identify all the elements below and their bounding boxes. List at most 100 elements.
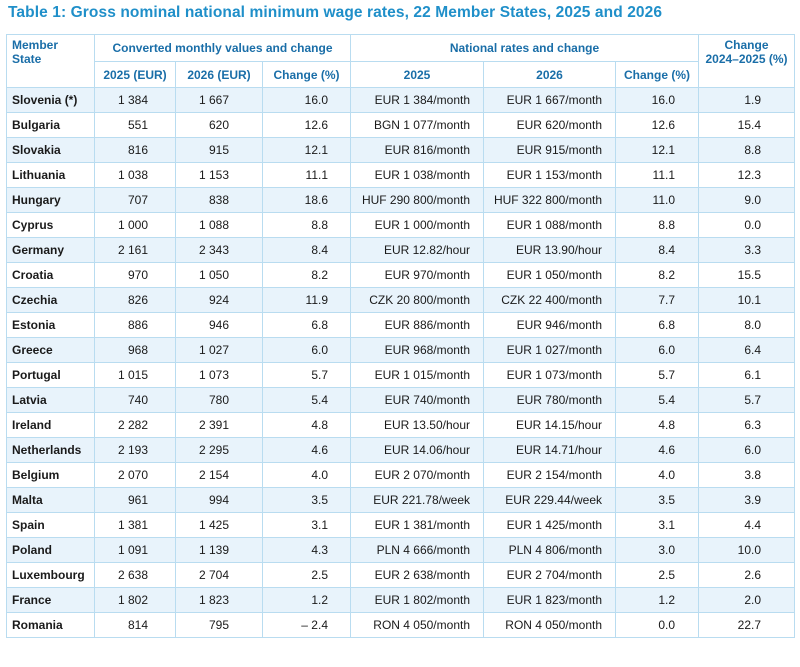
header-change-national: Change (%) (615, 61, 699, 88)
cell-converted-2025: 1 000 (94, 212, 176, 238)
cell-converted-2026: 2 704 (175, 562, 263, 588)
table-row: Slovakia 816 915 12.1 EUR 816/month EUR 915/m… (6, 137, 795, 163)
cell-national-2025: EUR 2 070/month (350, 462, 484, 488)
cell-converted-2025: 968 (94, 337, 176, 363)
cell-converted-2025: 1 802 (94, 587, 176, 613)
cell-converted-2026: 620 (175, 112, 263, 138)
table-row: Spain 1 381 1 425 3.1 EUR 1 381/month EUR 1 4… (6, 512, 795, 538)
cell-converted-change: 2.5 (262, 562, 351, 588)
cell-converted-change: 12.6 (262, 112, 351, 138)
cell-national-2026: EUR 2 154/month (483, 462, 616, 488)
cell-national-2026: PLN 4 806/month (483, 537, 616, 563)
cell-change-2024-2025: 6.0 (698, 437, 795, 463)
cell-change-2024-2025: 9.0 (698, 187, 795, 213)
cell-national-2025: EUR 1 381/month (350, 512, 484, 538)
cell-national-change: 2.5 (615, 562, 699, 588)
table-row: Bulgaria 551 620 12.6 BGN 1 077/month EUR 620… (6, 112, 795, 138)
cell-converted-2025: 970 (94, 262, 176, 288)
cell-converted-2025: 2 638 (94, 562, 176, 588)
table-row: Latvia 740 780 5.4 EUR 740/month EUR 780/mont… (6, 387, 795, 413)
cell-national-2025: EUR 740/month (350, 387, 484, 413)
cell-converted-2025: 2 161 (94, 237, 176, 263)
cell-converted-2025: 1 015 (94, 362, 176, 388)
cell-member-state: Spain (6, 512, 95, 538)
cell-national-change: 3.1 (615, 512, 699, 538)
cell-change-2024-2025: 15.4 (698, 112, 795, 138)
cell-converted-2026: 2 343 (175, 237, 263, 263)
cell-national-change: 12.1 (615, 137, 699, 163)
cell-national-2025: RON 4 050/month (350, 612, 484, 638)
header-member-state: Member State (6, 34, 95, 88)
cell-member-state: Croatia (6, 262, 95, 288)
cell-national-2026: EUR 1 073/month (483, 362, 616, 388)
cell-national-change: 3.0 (615, 537, 699, 563)
cell-converted-2026: 1 823 (175, 587, 263, 613)
table-row: Romania 814 795– 2.4 RON 4 050/month RON 4 0… (6, 612, 795, 638)
cell-member-state: Belgium (6, 462, 95, 488)
cell-national-2026: EUR 1 425/month (483, 512, 616, 538)
cell-converted-2026: 780 (175, 387, 263, 413)
table-row: Belgium 2 070 2 154 4.0 EUR 2 070/month EUR 2… (6, 462, 795, 488)
table-row: France 1 802 1 823 1.2 EUR 1 802/month EUR 1 … (6, 587, 795, 613)
cell-change-2024-2025: 22.7 (698, 612, 795, 638)
cell-converted-2025: 886 (94, 312, 176, 338)
cell-national-2026: EUR 13.90/hour (483, 237, 616, 263)
cell-change-2024-2025: 5.7 (698, 387, 795, 413)
table-body: Slovenia (*) 1 384 1 667 16.0 EUR 1 384/mont… (6, 87, 795, 638)
cell-converted-change: 4.0 (262, 462, 351, 488)
table-row: Germany 2 161 2 343 8.4 EUR 12.82/hour EUR 13… (6, 237, 795, 263)
cell-converted-2025: 707 (94, 187, 176, 213)
cell-change-2024-2025: 3.9 (698, 487, 795, 513)
cell-national-change: 6.8 (615, 312, 699, 338)
cell-member-state: Czechia (6, 287, 95, 313)
header-national-2026: 2026 (483, 61, 616, 88)
cell-national-2026: EUR 1 050/month (483, 262, 616, 288)
header-2026-eur: 2026 (EUR) (175, 61, 263, 88)
cell-national-2026: EUR 915/month (483, 137, 616, 163)
header-change-line2: 2024–2025 (%) (705, 52, 788, 66)
cell-change-2024-2025: 4.4 (698, 512, 795, 538)
minimum-wage-table: Member State Converted monthly values an… (6, 34, 795, 638)
cell-national-change: 4.6 (615, 437, 699, 463)
cell-change-2024-2025: 2.0 (698, 587, 795, 613)
cell-change-2024-2025: 6.3 (698, 412, 795, 438)
cell-converted-2026: 994 (175, 487, 263, 513)
cell-national-change: 16.0 (615, 87, 699, 113)
cell-change-2024-2025: 8.0 (698, 312, 795, 338)
cell-national-2025: EUR 970/month (350, 262, 484, 288)
cell-national-change: 5.4 (615, 387, 699, 413)
cell-converted-2025: 1 038 (94, 162, 176, 188)
cell-national-2026: EUR 620/month (483, 112, 616, 138)
cell-national-2026: EUR 780/month (483, 387, 616, 413)
cell-member-state: France (6, 587, 95, 613)
cell-national-2025: EUR 886/month (350, 312, 484, 338)
cell-national-2026: EUR 14.71/hour (483, 437, 616, 463)
cell-member-state: Luxembourg (6, 562, 95, 588)
cell-member-state: Hungary (6, 187, 95, 213)
cell-converted-2026: 2 295 (175, 437, 263, 463)
cell-change-2024-2025: 1.9 (698, 87, 795, 113)
table-row: Hungary 707 838 18.6 HUF 290 800/month HUF 32… (6, 187, 795, 213)
cell-converted-2025: 1 381 (94, 512, 176, 538)
table-row: Estonia 886 946 6.8 EUR 886/month EUR 946/mon… (6, 312, 795, 338)
cell-converted-2026: 924 (175, 287, 263, 313)
header-national-group: National rates and change (350, 34, 699, 62)
table-row: Luxembourg 2 638 2 704 2.5 EUR 2 638/month EU… (6, 562, 795, 588)
cell-national-2026: EUR 2 704/month (483, 562, 616, 588)
cell-converted-2026: 915 (175, 137, 263, 163)
cell-national-change: 0.0 (615, 612, 699, 638)
cell-converted-2026: 2 154 (175, 462, 263, 488)
cell-converted-change: 16.0 (262, 87, 351, 113)
cell-converted-2025: 1 091 (94, 537, 176, 563)
table-row: Poland 1 091 1 139 4.3 PLN 4 666/month PLN 4 … (6, 537, 795, 563)
cell-converted-change: 8.2 (262, 262, 351, 288)
cell-converted-change: 1.2 (262, 587, 351, 613)
table-row: Croatia 970 1 050 8.2 EUR 970/month EUR 1 050… (6, 262, 795, 288)
cell-member-state: Ireland (6, 412, 95, 438)
cell-member-state: Malta (6, 487, 95, 513)
cell-national-change: 11.0 (615, 187, 699, 213)
cell-national-2025: EUR 1 015/month (350, 362, 484, 388)
table-row: Greece 968 1 027 6.0 EUR 968/month EUR 1 027/… (6, 337, 795, 363)
cell-national-change: 7.7 (615, 287, 699, 313)
table-row: Portugal 1 015 1 073 5.7 EUR 1 015/month EUR … (6, 362, 795, 388)
